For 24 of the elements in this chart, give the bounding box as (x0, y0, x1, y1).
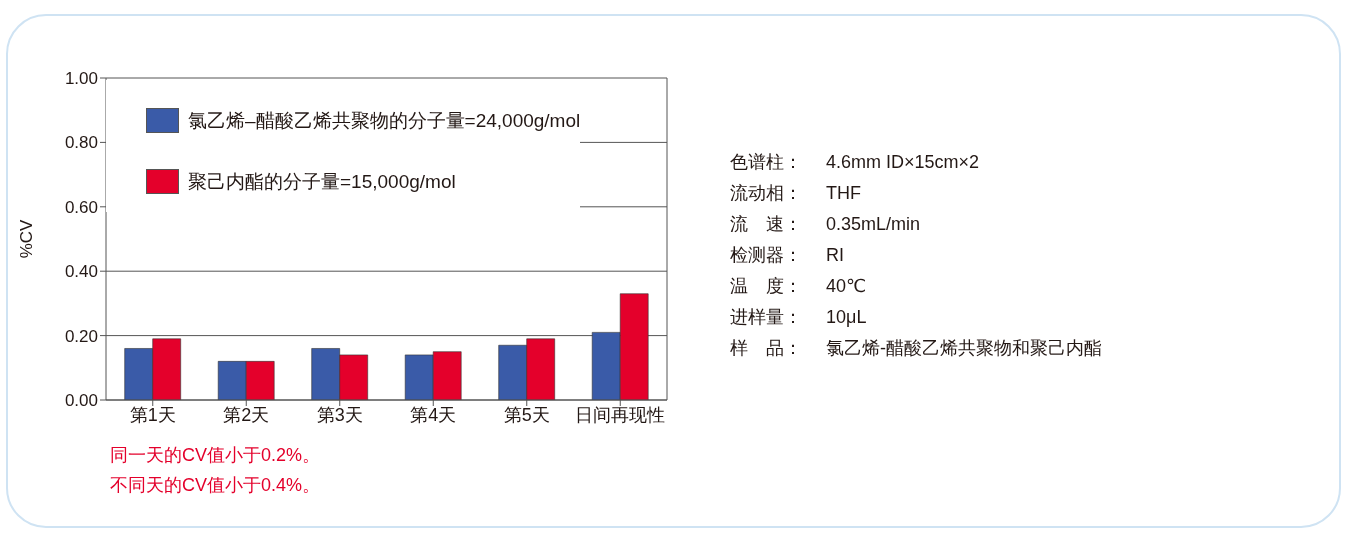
text: 色谱柱： 4.6mm ID×15cm×2 (730, 152, 980, 172)
x-tick-label: 日间再现性 (575, 404, 666, 425)
y-tick-label: 1.00 (64, 69, 98, 89)
y-tick-label: 0.80 (64, 133, 98, 153)
text: 检测器： RI (730, 245, 844, 265)
text: 进样量： 10μL (730, 307, 867, 327)
x-tick-label: 第5天 (503, 404, 550, 425)
legend-label: 聚己内酯的分子量=15,000g/mol (188, 169, 456, 194)
legend-label: 氯乙烯–醋酸乙烯共聚物的分子量=24,000g/mol (188, 108, 581, 133)
y-axis-title: %CV (17, 218, 37, 259)
x-tick-label: 第3天 (316, 404, 363, 425)
text: 不同天的CV值小于0.4%。 (110, 474, 321, 497)
text: 流动相： THF (730, 183, 861, 203)
y-tick-label: 0.60 (64, 197, 98, 217)
y-tick-label: 0.00 (64, 391, 98, 411)
x-tick-label: 第2天 (223, 404, 270, 425)
text: 流 速： 0.35mL/min (730, 214, 921, 234)
y-tick-label: 0.40 (64, 262, 98, 282)
x-tick-label: 第4天 (410, 404, 457, 425)
y-tick-label: 0.20 (64, 326, 98, 346)
text: 样 品： 氯乙烯-醋酸乙烯共聚物和聚己内酯 (730, 338, 1102, 358)
text: 温 度： 40℃ (730, 276, 867, 296)
text: 同一天的CV值小于0.2%。 (110, 444, 321, 467)
x-tick-label: 第1天 (129, 404, 176, 425)
